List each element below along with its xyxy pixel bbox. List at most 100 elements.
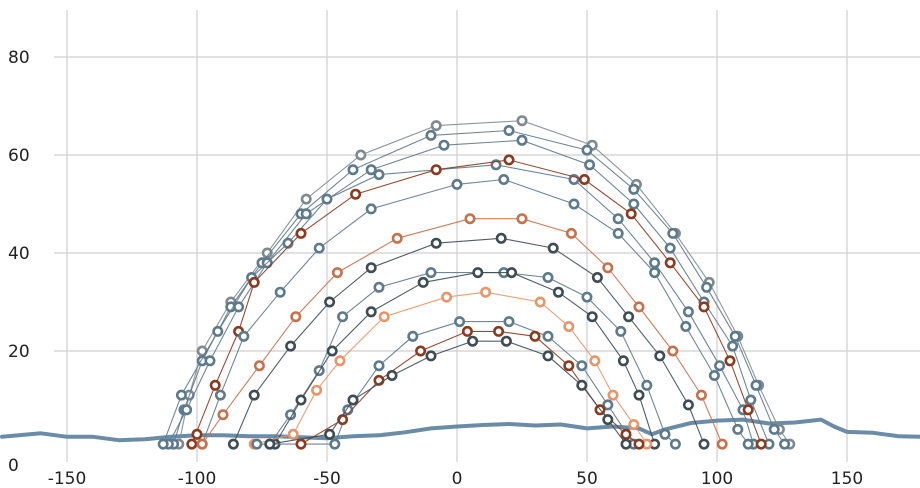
data-point <box>331 267 343 279</box>
data-point <box>503 316 515 328</box>
data-point <box>649 257 661 269</box>
data-point <box>285 409 297 421</box>
data-point <box>430 164 442 176</box>
data-point <box>430 237 442 249</box>
data-point <box>441 291 453 303</box>
series-7 <box>196 213 728 450</box>
data-point <box>181 404 193 416</box>
data-point <box>373 281 385 293</box>
data-point <box>355 149 367 161</box>
data-point <box>732 423 744 435</box>
data-point <box>334 355 346 367</box>
data-point <box>729 330 741 342</box>
data-point <box>578 174 590 186</box>
x-tick-label: 50 <box>576 469 598 488</box>
y-tick-label: 40 <box>8 244 30 264</box>
data-point <box>191 428 203 440</box>
data-point <box>498 174 510 186</box>
data-point <box>602 414 614 426</box>
data-point <box>493 325 505 337</box>
data-point <box>602 262 614 274</box>
data-point <box>480 286 492 298</box>
data-point <box>516 213 528 225</box>
data-point <box>326 345 338 357</box>
data-point <box>667 345 679 357</box>
data-point <box>217 409 229 421</box>
data-point <box>576 360 588 372</box>
y-tick-label: 60 <box>8 146 30 166</box>
data-point <box>495 232 507 244</box>
data-point <box>591 271 603 283</box>
data-point <box>204 355 216 367</box>
data-point <box>300 208 312 220</box>
data-point <box>534 296 546 308</box>
data-point <box>620 428 632 440</box>
data-point <box>727 340 739 352</box>
data-point <box>386 369 398 381</box>
data-point <box>425 129 437 141</box>
x-tick-label: 0 <box>452 469 463 488</box>
data-point <box>516 134 528 146</box>
data-point <box>290 311 302 323</box>
data-point <box>615 325 627 337</box>
data-point <box>311 384 323 396</box>
series-3 <box>162 134 775 450</box>
data-point <box>576 379 588 391</box>
data-point <box>365 164 377 176</box>
data-point <box>287 428 299 440</box>
series-line <box>201 218 723 445</box>
data-point <box>633 389 645 401</box>
data-point <box>586 311 598 323</box>
data-point <box>329 438 341 450</box>
data-point <box>607 389 619 401</box>
data-point <box>714 360 726 372</box>
data-point <box>295 227 307 239</box>
data-point <box>378 311 390 323</box>
data-point <box>628 183 640 195</box>
data-point <box>350 188 362 200</box>
data-point <box>472 267 484 279</box>
data-point <box>628 418 640 430</box>
data-point <box>300 193 312 205</box>
data-point <box>425 350 437 362</box>
data-point <box>248 389 260 401</box>
data-point <box>529 330 541 342</box>
grid <box>54 10 920 462</box>
series-6 <box>196 174 754 450</box>
data-point <box>664 242 676 254</box>
data-point <box>261 247 273 259</box>
data-point <box>285 340 297 352</box>
y-tick-label: 20 <box>8 342 30 362</box>
data-point <box>701 281 713 293</box>
data-point <box>415 345 427 357</box>
data-point <box>617 355 629 367</box>
data-point <box>347 164 359 176</box>
data-point <box>623 311 635 323</box>
data-point <box>503 154 515 166</box>
data-point <box>264 438 276 450</box>
data-point <box>680 320 692 332</box>
data-point <box>233 301 245 313</box>
data-point <box>542 330 554 342</box>
data-point <box>664 257 676 269</box>
y-tick-label: 80 <box>8 48 30 68</box>
data-point <box>438 139 450 151</box>
data-point <box>716 438 728 450</box>
data-point <box>742 404 754 416</box>
data-point <box>779 438 791 450</box>
series-8 <box>227 232 710 450</box>
x-tick-label: -100 <box>178 469 217 488</box>
x-tick-label: -50 <box>313 469 341 488</box>
data-point <box>698 301 710 313</box>
y-tick-label: 0 <box>8 456 19 476</box>
data-point <box>500 335 512 347</box>
data-point <box>417 276 429 288</box>
data-point <box>238 330 250 342</box>
data-point <box>589 355 601 367</box>
data-point <box>563 360 575 372</box>
data-point <box>214 389 226 401</box>
data-point <box>633 301 645 313</box>
data-point <box>568 198 580 210</box>
data-point <box>430 120 442 132</box>
